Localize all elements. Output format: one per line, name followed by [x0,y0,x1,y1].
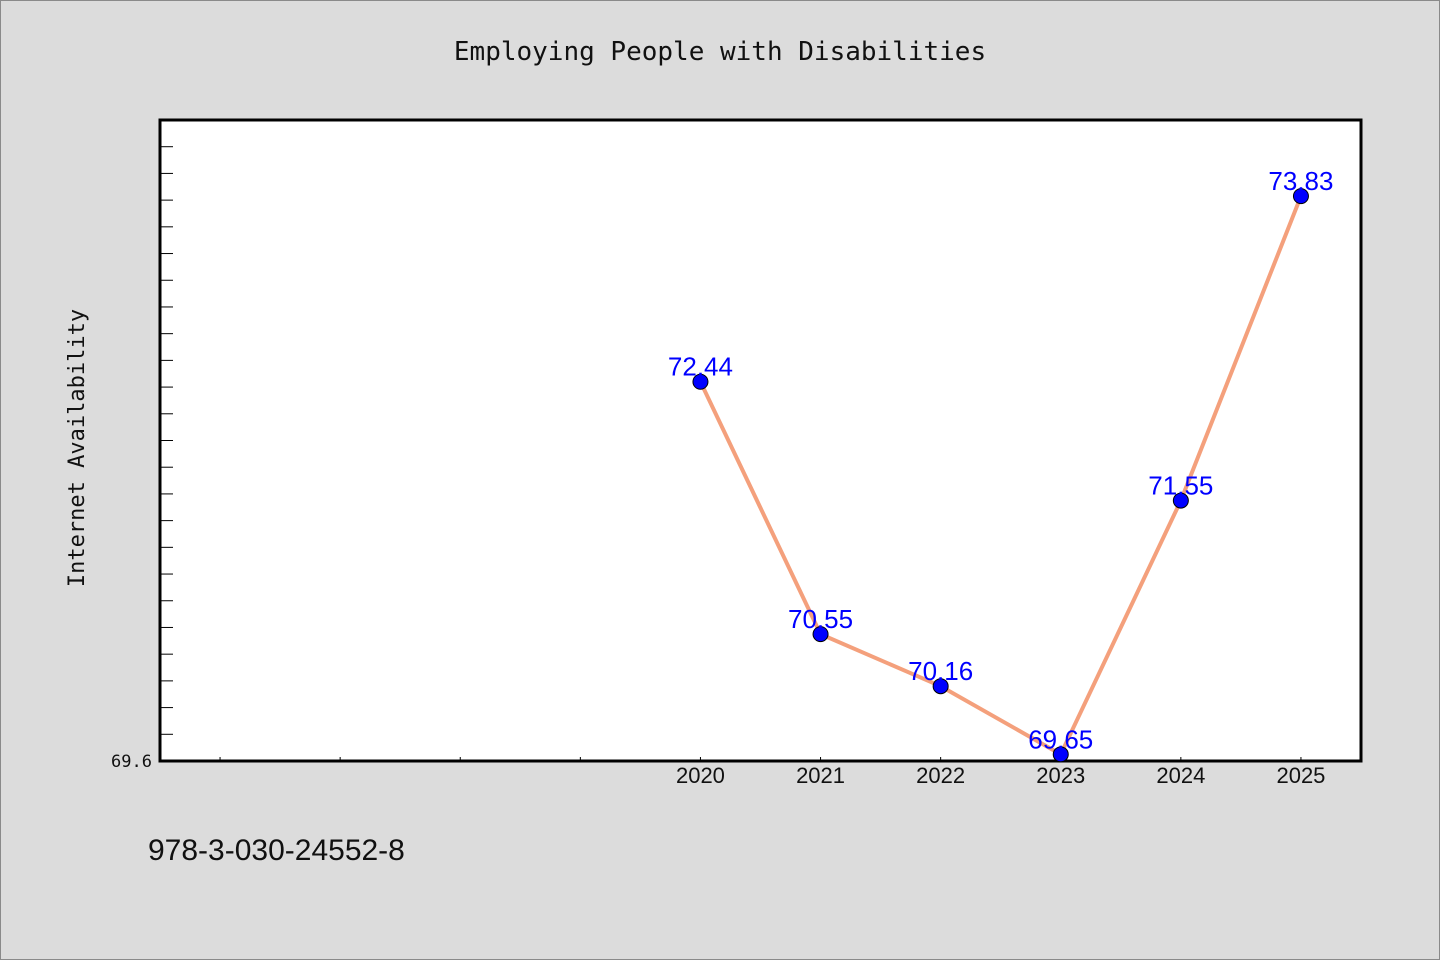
y-axis-ticks: 69.6 [111,119,173,772]
y-axis-label: Internet Availability [65,309,90,587]
series-layer [692,188,1309,763]
x-axis-ticks: 2020 2021 2022 2023 2024 2025 [219,757,1325,788]
chart-title: Employing People with Disabilities [454,37,986,67]
data-point [1172,492,1189,509]
data-label: 72.44 [668,352,733,382]
data-point [1052,746,1069,763]
x-tick-label: 2023 [1036,763,1085,788]
x-tick-label: 2021 [796,763,845,788]
footer-note: 978-3-030-24552-8 [148,834,405,867]
data-label: 70.16 [908,656,973,686]
data-label: 71.55 [1148,471,1213,501]
x-tick-label: 2022 [916,763,965,788]
x-tick-label: 2020 [676,763,725,788]
data-label: 69.65 [1028,724,1093,754]
plot-area [158,118,1363,763]
y-tick-label: 69.6 [111,752,152,772]
data-point [932,678,949,695]
data-labels-layer: 72.44 70.55 70.16 69.65 71.55 73.83 [668,166,1334,754]
x-tick-label: 2025 [1276,763,1325,788]
data-label: 73.83 [1268,166,1333,196]
data-point [692,373,709,390]
data-label: 70.55 [788,604,853,634]
series-line [698,194,1303,757]
x-tick-label: 2024 [1156,763,1205,788]
data-point [812,626,829,643]
data-point [1292,188,1309,205]
